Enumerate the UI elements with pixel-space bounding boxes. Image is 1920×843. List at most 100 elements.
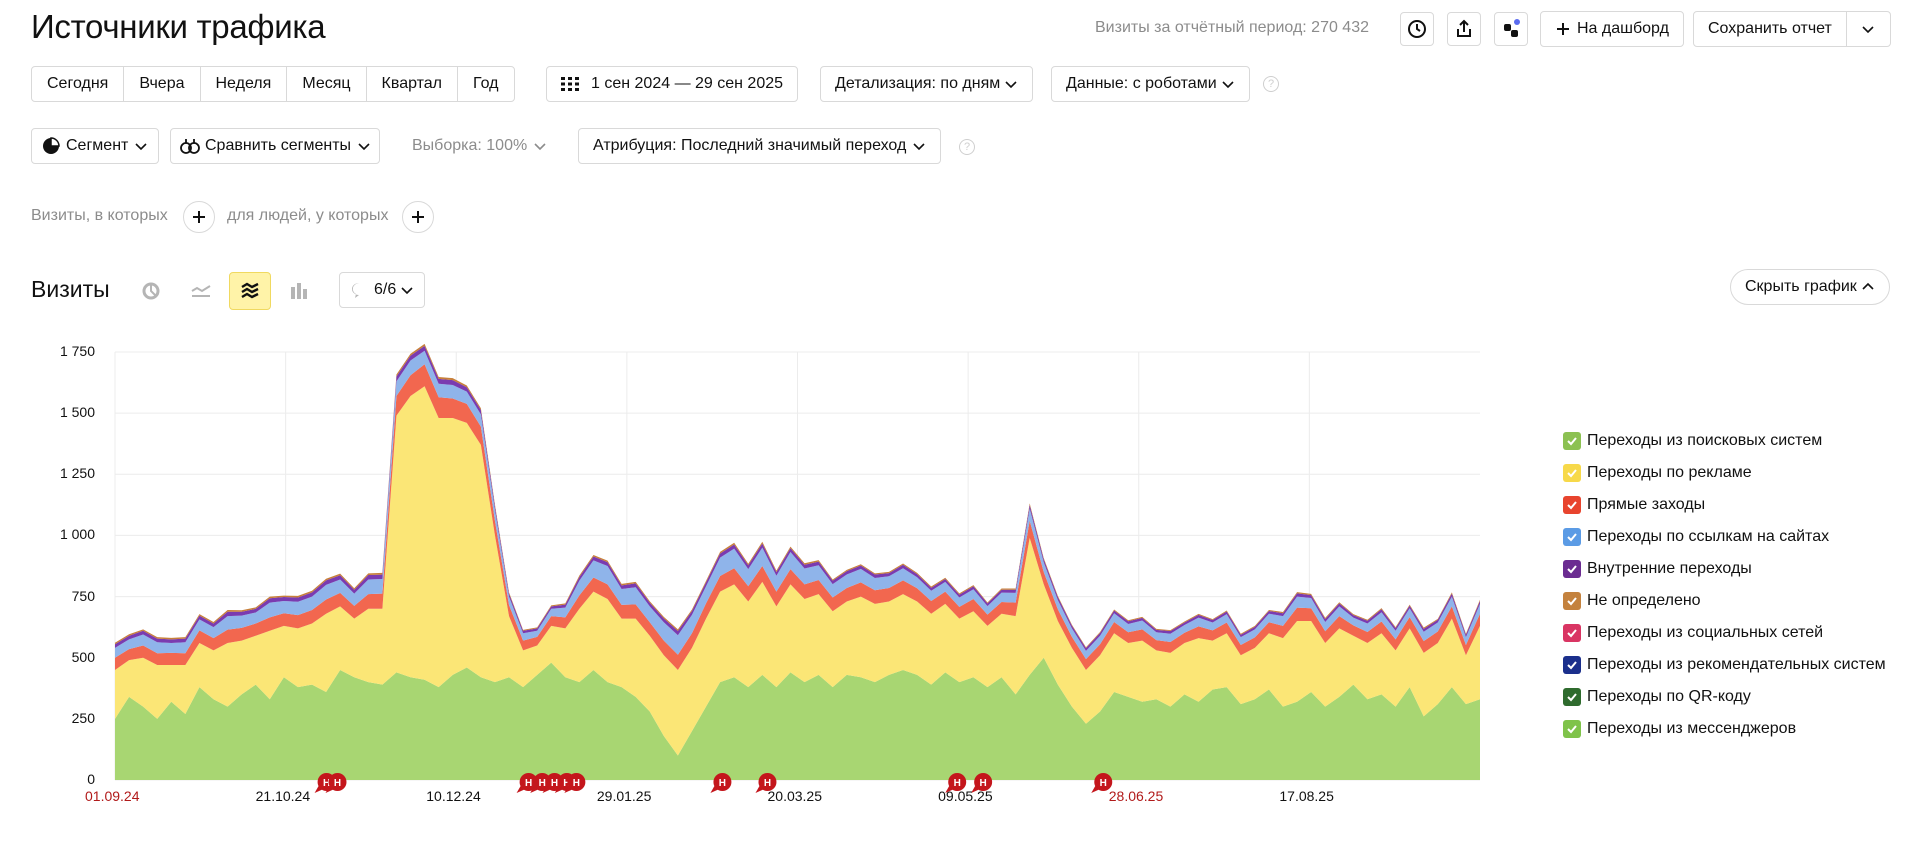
plus-icon [193, 211, 205, 223]
y-tick-label: 750 [71, 587, 95, 604]
legend-item[interactable]: Переходы по ссылкам на сайтах [1563, 521, 1886, 553]
svg-text:Н: Н [764, 778, 771, 789]
annotation-marker[interactable]: Н [755, 773, 777, 793]
annotation-marker[interactable]: Н [564, 773, 586, 793]
checkbox-checked-icon[interactable] [1563, 560, 1581, 578]
chart-legend: Переходы из поисковых систем Переходы по … [1563, 425, 1886, 745]
annotation-marker[interactable]: Н [1091, 773, 1113, 793]
save-report-group: Сохранить отчет [1693, 11, 1891, 47]
checkbox-checked-icon[interactable] [1563, 656, 1581, 674]
legend-item[interactable]: Переходы по QR-коду [1563, 681, 1886, 713]
svg-text:Н: Н [719, 778, 726, 789]
add-people-condition-button[interactable] [402, 201, 434, 233]
add-to-dashboard-button[interactable]: На дашборд [1540, 11, 1684, 47]
sample-label: Выборка: 100% [412, 137, 528, 154]
data-robots-label: Данные: с роботами [1066, 75, 1217, 92]
y-tick-label: 1 250 [59, 465, 95, 482]
annotation-marker[interactable]: Н [325, 773, 347, 793]
svg-text:Н: Н [551, 778, 558, 789]
area-view-button[interactable] [229, 272, 271, 310]
annotation-marker[interactable]: Н [516, 773, 538, 793]
attribution-dropdown[interactable]: Атрибуция: Последний значимый переход [578, 128, 942, 164]
checkbox-checked-icon[interactable] [1563, 624, 1581, 642]
visits-condition-label: Визиты, в которых [31, 207, 168, 224]
legend-label: Переходы по ссылкам на сайтах [1587, 528, 1830, 545]
export-button[interactable] [1447, 12, 1481, 46]
add-visit-condition-button[interactable] [183, 201, 215, 233]
series-selector[interactable]: 6/6 [339, 272, 426, 308]
legend-item[interactable]: Не определено [1563, 585, 1886, 617]
checkbox-checked-icon[interactable] [1563, 720, 1581, 738]
line-view-button[interactable] [180, 272, 222, 310]
data-robots-dropdown[interactable]: Данные: с роботами [1051, 66, 1250, 102]
checkbox-checked-icon[interactable] [1563, 688, 1581, 706]
help-icon[interactable]: ? [959, 139, 975, 155]
chevron-down-icon [913, 143, 925, 151]
checkbox-checked-icon[interactable] [1563, 432, 1581, 450]
chevron-down-icon [401, 287, 413, 295]
period-yesterday[interactable]: Вчера [124, 67, 201, 101]
svg-text:Н: Н [563, 778, 570, 789]
x-tick-label: 10.12.24 [426, 788, 481, 804]
detail-dropdown[interactable]: Детализация: по дням [820, 66, 1034, 102]
help-icon[interactable]: ? [1263, 76, 1279, 92]
annotation-marker[interactable]: Н [945, 773, 967, 793]
date-range-button[interactable]: 1 сен 2024 — 29 сен 2025 [546, 66, 799, 102]
series-area[interactable] [115, 386, 1480, 756]
date-range-label: 1 сен 2024 — 29 сен 2025 [591, 75, 784, 92]
legend-label: Переходы по QR-коду [1587, 688, 1751, 705]
compare-icon [180, 139, 200, 154]
checkbox-checked-icon[interactable] [1563, 496, 1581, 514]
period-week[interactable]: Неделя [201, 67, 288, 101]
y-tick-label: 1 750 [59, 343, 95, 359]
checkbox-checked-icon[interactable] [1563, 592, 1581, 610]
legend-label: Переходы по рекламе [1587, 464, 1752, 481]
assistant-button[interactable] [1494, 12, 1528, 46]
legend-label: Переходы из социальных сетей [1587, 624, 1824, 641]
save-report-menu-button[interactable] [1847, 22, 1890, 36]
annotation-marker[interactable]: Н [971, 773, 993, 793]
legend-item[interactable]: Прямые заходы [1563, 489, 1886, 521]
legend-item[interactable]: Переходы из рекомендательных систем [1563, 649, 1886, 681]
x-tick-label: 09.05.25 [938, 788, 993, 804]
period-today[interactable]: Сегодня [32, 67, 125, 101]
legend-item[interactable]: Переходы из социальных сетей [1563, 617, 1886, 649]
compare-segments-dropdown[interactable]: Сравнить сегменты [170, 128, 381, 164]
y-tick-label: 0 [87, 771, 95, 787]
period-month[interactable]: Месяц [287, 67, 367, 101]
pie-view-button[interactable] [130, 272, 172, 310]
calendar-grid-icon [561, 77, 579, 91]
legend-item[interactable]: Переходы из мессенджеров [1563, 713, 1886, 745]
series-area[interactable] [115, 364, 1480, 670]
segment-dropdown[interactable]: Сегмент [31, 128, 160, 164]
checkbox-checked-icon[interactable] [1563, 528, 1581, 546]
legend-label: Не определено [1587, 592, 1701, 609]
chevron-down-icon [1005, 81, 1017, 89]
legend-item[interactable]: Внутренние переходы [1563, 553, 1886, 585]
period-selector: Сегодня Вчера Неделя Месяц Квартал Год [31, 66, 515, 102]
legend-label: Переходы из мессенджеров [1587, 720, 1797, 737]
legend-item[interactable]: Переходы по рекламе [1563, 457, 1886, 489]
page-title: Источники трафика [31, 8, 326, 45]
legend-item[interactable]: Переходы из поисковых систем [1563, 425, 1886, 457]
series-area[interactable] [115, 345, 1480, 651]
series-area[interactable] [115, 657, 1480, 780]
checkbox-checked-icon[interactable] [1563, 464, 1581, 482]
period-year[interactable]: Год [473, 75, 499, 92]
hide-graph-button[interactable]: Скрыть график [1730, 269, 1890, 305]
save-report-button[interactable]: Сохранить отчет [1694, 12, 1847, 46]
chevron-down-icon [534, 143, 546, 151]
period-quarter[interactable]: Квартал [367, 67, 459, 101]
history-button[interactable] [1400, 12, 1434, 46]
annotation-marker[interactable]: Н [710, 773, 732, 793]
svg-text:Н: Н [954, 778, 961, 789]
svg-text:Н: Н [1100, 778, 1107, 789]
bar-view-button[interactable] [278, 272, 320, 310]
plus-icon [412, 211, 424, 223]
sample-dropdown[interactable]: Выборка: 100% [412, 137, 547, 155]
visits-period-text: Визиты за отчётный период: 270 432 [1095, 19, 1369, 36]
series-area[interactable] [115, 350, 1480, 660]
hide-graph-label: Скрыть график [1745, 278, 1857, 295]
